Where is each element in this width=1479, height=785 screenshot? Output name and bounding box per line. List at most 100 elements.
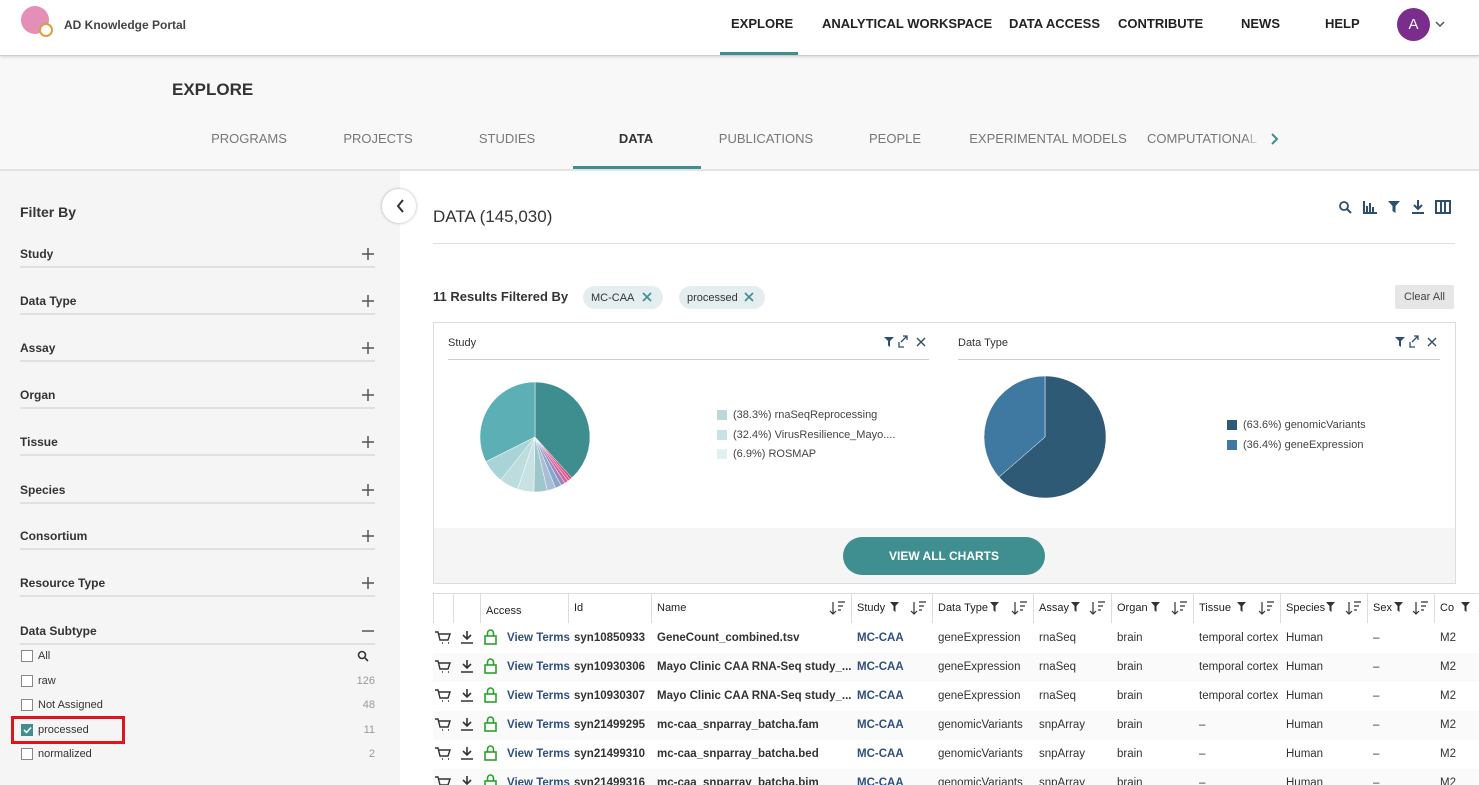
explore-tab[interactable]: COMPUTATIONAL — [1147, 131, 1257, 147]
col-border — [651, 593, 652, 623]
nav-item[interactable]: EXPLORE — [731, 16, 793, 32]
col-border — [851, 593, 852, 623]
nav-item[interactable]: CONTRIBUTE — [1118, 16, 1203, 32]
option-label[interactable]: All — [38, 648, 50, 664]
col-border — [433, 593, 434, 623]
facet-label[interactable]: Species — [20, 482, 65, 498]
chart-rule — [958, 359, 1440, 360]
table-cell[interactable]: MC-CAA — [857, 659, 904, 675]
chip-label[interactable]: processed — [687, 290, 738, 306]
column-header[interactable]: Co — [1440, 600, 1454, 616]
table-cell[interactable]: MC-CAA — [857, 746, 904, 762]
explore-tab[interactable]: EXPERIMENTAL MODELS — [969, 131, 1126, 147]
table-cell: genomicVariants — [938, 717, 1023, 733]
avatar-letter[interactable]: A — [1397, 17, 1430, 33]
column-header[interactable]: Id — [574, 600, 583, 616]
table-cell: Human — [1286, 746, 1323, 762]
facet-label[interactable]: Data Subtype — [20, 623, 97, 639]
chip-label[interactable]: MC-CAA — [591, 290, 634, 306]
facet-label[interactable]: Organ — [20, 387, 55, 403]
explore-tab[interactable]: PROJECTS — [343, 131, 412, 147]
table-cell: rnaSeq — [1039, 659, 1076, 675]
table-cell[interactable]: MC-CAA — [857, 630, 904, 646]
nav-active — [720, 52, 798, 55]
column-header[interactable]: Organ — [1117, 600, 1148, 616]
column-header[interactable]: Tissue — [1199, 600, 1231, 616]
option-label[interactable]: raw — [38, 673, 56, 689]
table-cell[interactable]: View Terms — [507, 775, 570, 785]
legend-swatch — [1227, 420, 1237, 430]
nav-item[interactable]: ANALYTICAL WORKSPACE — [822, 16, 992, 32]
chart-title: Data Type — [958, 335, 1008, 351]
chart-title: Study — [448, 335, 476, 351]
column-header[interactable]: Study — [857, 600, 885, 616]
logo-text[interactable]: AD Knowledge Portal — [64, 17, 186, 33]
table-cell: brain — [1117, 717, 1143, 733]
col-border — [1434, 593, 1435, 623]
facet-label[interactable]: Resource Type — [20, 575, 105, 591]
table-cell: Human — [1286, 688, 1323, 704]
tool-icon — [1436, 201, 1450, 213]
legend-swatch — [717, 430, 727, 440]
table-cell: mc-caa_snparray_batcha.bed — [657, 746, 819, 762]
table-cell: temporal cortex — [1199, 630, 1278, 646]
table-cell: syn10930307 — [574, 688, 645, 704]
collapse-button[interactable] — [382, 189, 416, 223]
table-cell[interactable]: MC-CAA — [857, 717, 904, 733]
facet-label[interactable]: Consortium — [20, 528, 87, 544]
column-header[interactable]: Species — [1286, 600, 1325, 616]
explore-tab[interactable]: STUDIES — [479, 131, 535, 147]
nav-item[interactable]: NEWS — [1241, 16, 1280, 32]
column-header[interactable]: Sex — [1373, 600, 1392, 616]
nav-item[interactable]: HELP — [1325, 16, 1360, 32]
explore-tab[interactable]: PEOPLE — [869, 131, 921, 147]
explore-tab[interactable]: PROGRAMS — [211, 131, 287, 147]
col-border — [1367, 593, 1368, 623]
facet-label[interactable]: Tissue — [20, 434, 58, 450]
legend-label: (36.4%) geneExpression — [1243, 437, 1363, 453]
data-title: DATA (145,030) — [433, 209, 552, 225]
table-cell: – — [1199, 775, 1205, 785]
column-header[interactable]: Name — [657, 600, 686, 616]
table-cell: rnaSeq — [1039, 688, 1076, 704]
table-cell: M2 — [1440, 775, 1456, 785]
nav-item[interactable]: DATA ACCESS — [1009, 16, 1100, 32]
view-all-label[interactable]: VIEW ALL CHARTS — [843, 548, 1045, 564]
legend-label: (38.3%) rnaSeqReprocessing — [733, 407, 877, 423]
table-cell: – — [1199, 746, 1205, 762]
tab-active — [573, 166, 701, 169]
clear-label[interactable]: Clear All — [1395, 289, 1454, 305]
table-cell[interactable]: View Terms — [507, 746, 570, 762]
tool-icon — [1388, 201, 1400, 213]
facet-label[interactable]: Study — [20, 246, 53, 262]
chart-rule — [448, 359, 929, 360]
table-cell[interactable]: View Terms — [507, 717, 570, 733]
table-cell[interactable]: MC-CAA — [857, 688, 904, 704]
table-cell: syn10930306 — [574, 659, 645, 675]
table-cell: GeneCount_combined.tsv — [657, 630, 800, 646]
table-cell: geneExpression — [938, 659, 1020, 675]
table-cell: – — [1373, 775, 1379, 785]
table-cell[interactable]: View Terms — [507, 659, 570, 675]
explore-tab[interactable]: DATA — [619, 131, 653, 147]
table-cell: rnaSeq — [1039, 630, 1076, 646]
column-header[interactable]: Data Type — [938, 600, 988, 616]
table-cell: syn10850933 — [574, 630, 645, 646]
table-cell: M2 — [1440, 746, 1456, 762]
option-label[interactable]: normalized — [38, 746, 92, 762]
table-cell[interactable]: View Terms — [507, 688, 570, 704]
legend-swatch — [717, 410, 727, 420]
table-cell: – — [1373, 746, 1379, 762]
column-header[interactable]: Access — [486, 603, 521, 619]
table-cell[interactable]: MC-CAA — [857, 775, 904, 785]
column-header[interactable]: Assay — [1039, 600, 1069, 616]
option-label[interactable]: Not Assigned — [38, 697, 103, 713]
table-cell: Human — [1286, 775, 1323, 785]
table-cell[interactable]: View Terms — [507, 630, 570, 646]
option-count: 2 — [300, 746, 375, 762]
table-cell: brain — [1117, 775, 1143, 785]
explore-tab[interactable]: PUBLICATIONS — [719, 131, 813, 147]
table-cell: syn21499316 — [574, 775, 645, 785]
facet-label[interactable]: Assay — [20, 340, 55, 356]
facet-label[interactable]: Data Type — [20, 293, 76, 309]
